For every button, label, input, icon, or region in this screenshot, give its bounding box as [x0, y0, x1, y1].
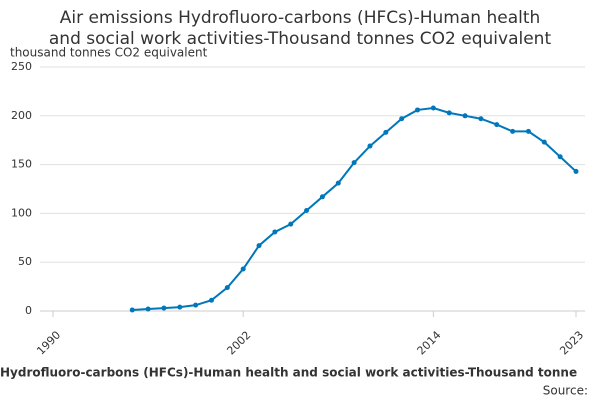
line [132, 106, 577, 312]
x-tick-label: 2002 [224, 329, 253, 358]
point [525, 128, 531, 134]
x-tick-label: 2014 [415, 329, 444, 358]
point [510, 128, 516, 134]
legend-entry: Hydrofluoro-carbons (HFCs)-Human health … [0, 366, 577, 380]
y-tick-label: 100 [11, 206, 32, 219]
y-tick-label: 0 [25, 304, 32, 317]
point [541, 139, 547, 145]
y-tick-label: 250 [11, 60, 32, 73]
x-tick-label: 2023 [557, 329, 586, 358]
point [224, 285, 230, 291]
point [208, 297, 214, 303]
point [335, 180, 341, 186]
point [415, 107, 421, 113]
point [129, 307, 135, 313]
point [557, 154, 563, 160]
source: Source: [543, 384, 588, 398]
point [478, 116, 484, 122]
point [430, 105, 436, 111]
point [319, 194, 325, 200]
y-axis-label: thousand tonnes CO2 equivalent [10, 46, 208, 60]
y-tick-label: 200 [11, 109, 32, 122]
point [256, 243, 262, 249]
point [304, 207, 310, 213]
point [145, 306, 151, 312]
point [399, 116, 405, 122]
point [288, 221, 294, 227]
point [383, 129, 389, 135]
y-tick-label: 150 [11, 158, 32, 171]
point [573, 168, 579, 174]
point [494, 122, 500, 128]
point [462, 113, 468, 119]
point [351, 160, 357, 166]
point [193, 302, 199, 308]
point [446, 110, 452, 116]
y-tick-label: 50 [18, 255, 32, 268]
chart-title: Air emissions Hydrofluoro-carbons (HFCs)… [60, 8, 541, 28]
x-tick-label: 1990 [34, 329, 63, 358]
point [272, 229, 278, 235]
chart-title: and social work activities-Thousand tonn… [49, 29, 552, 49]
point [177, 304, 183, 310]
point [161, 305, 167, 311]
point [367, 143, 373, 149]
point [240, 266, 246, 272]
